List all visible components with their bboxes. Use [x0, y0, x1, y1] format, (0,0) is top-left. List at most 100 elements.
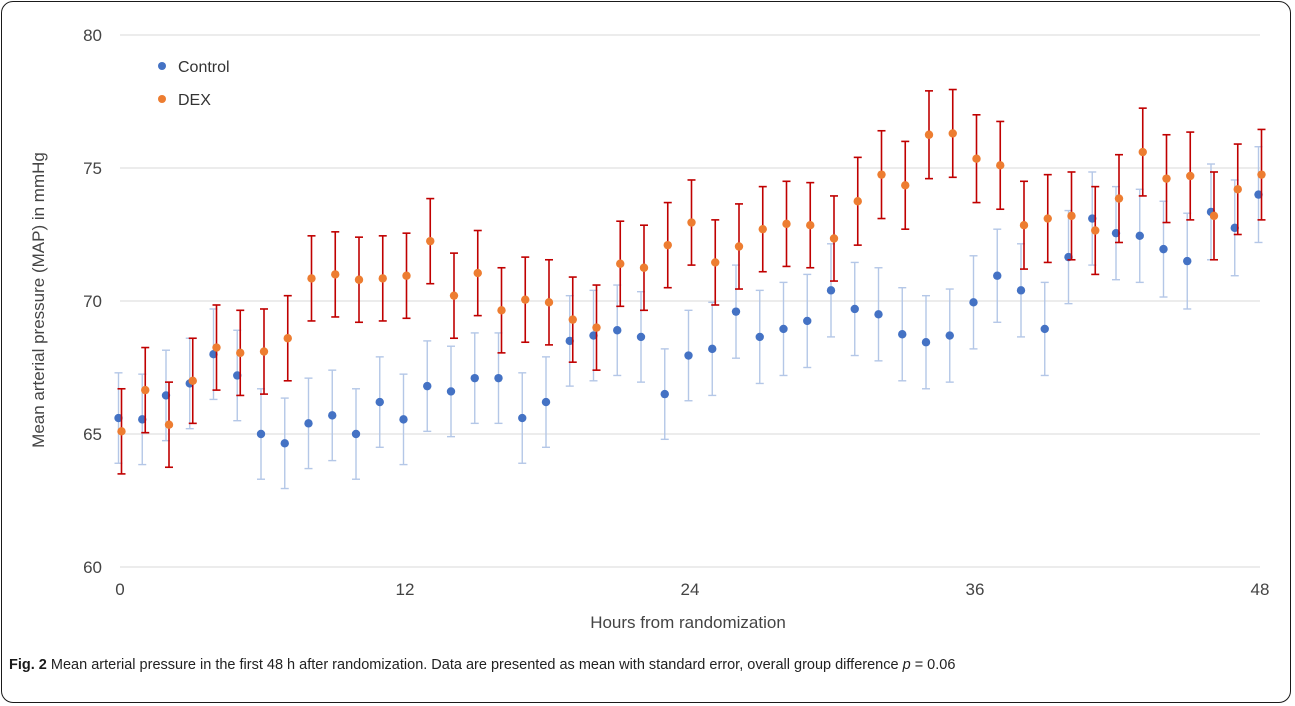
legend-label: Control: [178, 59, 230, 76]
data-point: [687, 218, 696, 227]
data-point: [1016, 286, 1026, 295]
data-point: [351, 429, 361, 439]
data-point: [806, 220, 815, 230]
data-point: [803, 316, 812, 326]
data-point: [1111, 228, 1121, 238]
chart: 60 65 70 75 80 0 12 24 36 48 Mean arterial press…: [29, 26, 1269, 632]
data-point: [708, 344, 717, 354]
data-point: [283, 334, 292, 343]
x-tick-label: 48: [1251, 580, 1270, 599]
data-point: [1088, 214, 1097, 223]
data-point: [755, 332, 764, 342]
series-dex: [117, 88, 1266, 475]
data-point: [497, 306, 506, 315]
data-point: [331, 270, 340, 279]
y-tick-label: 70: [83, 292, 102, 311]
x-tick-label: 12: [396, 580, 415, 599]
data-point: [663, 240, 672, 250]
y-axis-title: Mean arterial pressure (MAP) in mmHg: [29, 152, 48, 448]
series-layer: [114, 88, 1266, 490]
legend: Control DEX: [158, 59, 230, 109]
data-point: [731, 307, 741, 316]
data-point: [1230, 223, 1239, 233]
data-point: [850, 304, 859, 314]
data-point: [1162, 174, 1171, 183]
data-point: [898, 330, 907, 339]
data-point: [399, 415, 408, 424]
data-point: [592, 323, 601, 332]
data-point: [613, 326, 622, 335]
data-point: [782, 219, 791, 229]
x-tick-label: 24: [681, 580, 700, 599]
data-point: [1254, 190, 1263, 199]
data-point: [328, 411, 337, 420]
data-point: [901, 181, 910, 190]
data-point: [589, 331, 598, 340]
data-point: [304, 419, 313, 428]
data-point: [758, 224, 767, 234]
data-point: [684, 351, 693, 360]
data-point: [636, 332, 646, 342]
data-point: [972, 154, 981, 163]
data-point: [307, 274, 316, 283]
data-point: [1040, 324, 1049, 334]
data-point: [426, 236, 435, 246]
data-point: [711, 258, 720, 267]
data-point: [924, 130, 934, 139]
data-point: [209, 350, 218, 359]
data-point: [354, 275, 364, 284]
data-point: [1091, 226, 1100, 235]
data-point: [1114, 194, 1124, 203]
data-point: [945, 331, 954, 340]
data-point: [1257, 170, 1266, 179]
data-point: [117, 427, 126, 436]
data-point: [1067, 211, 1076, 221]
data-point: [449, 291, 459, 300]
data-point: [212, 343, 221, 352]
data-point: [256, 429, 266, 439]
data-point: [1209, 211, 1219, 221]
data-point: [1233, 185, 1242, 194]
figure-caption: Fig. 2 Mean arterial pressure in the fir…: [9, 655, 1259, 675]
data-point: [969, 298, 978, 307]
data-point: [161, 391, 171, 400]
data-point: [993, 271, 1002, 280]
legend-marker: [158, 62, 166, 70]
y-tick-label: 80: [83, 26, 102, 45]
data-point: [853, 197, 862, 206]
data-point: [1043, 214, 1052, 223]
data-point: [188, 376, 197, 385]
y-tick-label: 60: [83, 558, 102, 577]
data-point: [141, 385, 150, 395]
data-point: [518, 413, 527, 423]
x-axis-ticks: 0 12 24 36 48: [115, 580, 1269, 599]
data-point: [1019, 220, 1029, 230]
data-point: [521, 295, 530, 304]
data-point: [259, 347, 269, 356]
data-point: [541, 397, 551, 407]
data-point: [446, 387, 456, 396]
data-point: [565, 336, 574, 346]
legend-label: DEX: [178, 92, 211, 109]
caption-text: Mean arterial pressure in the first 48 h…: [50, 657, 899, 673]
data-point: [280, 439, 289, 448]
data-point: [114, 413, 123, 423]
data-point: [568, 315, 577, 324]
data-point: [996, 161, 1005, 170]
data-point: [233, 371, 242, 380]
data-point: [1135, 231, 1144, 241]
data-point: [1159, 244, 1168, 254]
data-point: [639, 263, 649, 272]
y-tick-label: 65: [83, 425, 102, 444]
data-point: [948, 129, 957, 138]
series-control: [114, 146, 1263, 490]
data-point: [660, 389, 669, 399]
data-point: [494, 373, 503, 383]
data-point: [616, 259, 625, 268]
legend-marker: [158, 95, 166, 103]
data-point: [375, 397, 384, 407]
data-point: [402, 271, 411, 280]
x-axis-title: Hours from randomization: [590, 613, 786, 632]
data-point: [423, 381, 432, 391]
